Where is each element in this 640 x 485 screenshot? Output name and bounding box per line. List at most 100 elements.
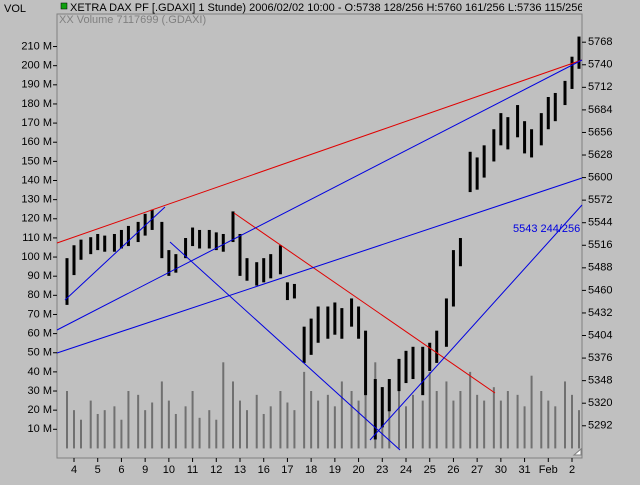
price-bar — [506, 117, 510, 150]
volume-bar — [364, 375, 367, 449]
price-bar — [482, 145, 486, 178]
price-bar — [285, 282, 289, 301]
volume-bar — [333, 406, 336, 449]
x-tick-label: 20 — [352, 464, 364, 476]
y2-tick-label: 20 M — [28, 404, 52, 416]
volume-bar — [412, 394, 414, 449]
volume-bar — [137, 394, 140, 449]
y-tick-label: 5404 — [588, 329, 612, 341]
x-tick-label: 2 — [569, 464, 575, 476]
x-tick-label: 17 — [281, 464, 293, 476]
price-bar — [435, 330, 439, 363]
volume-bar — [103, 410, 106, 449]
y2-tick-label: 30 M — [28, 385, 52, 397]
volume-bar — [127, 391, 130, 449]
price-bar — [516, 105, 520, 138]
volume-bar — [388, 400, 391, 449]
price-bar — [333, 302, 337, 335]
volume-bar — [326, 394, 329, 449]
volume-bar — [167, 400, 170, 449]
volume-bar — [499, 400, 502, 449]
price-bar — [577, 36, 581, 69]
price-bar — [364, 330, 368, 396]
volume-bar — [421, 400, 424, 449]
volume-bar — [452, 400, 455, 449]
price-bar — [103, 235, 107, 252]
price-bar — [221, 233, 225, 252]
volume-bar — [239, 400, 241, 449]
price-bar — [302, 326, 306, 363]
price-bar — [214, 232, 218, 251]
volume-bar — [160, 381, 163, 449]
plot-area — [56, 13, 583, 459]
y2-tick-label: 140 M — [21, 174, 52, 186]
price-bar — [451, 250, 455, 307]
volume-bar — [286, 402, 289, 449]
price-bar — [350, 298, 354, 327]
y-tick-label: 5488 — [588, 262, 612, 274]
y-tick-label: 5600 — [588, 171, 612, 183]
price-bar — [89, 237, 93, 255]
volume-bar — [506, 391, 509, 449]
volume-bar — [476, 394, 479, 449]
volume-bar — [523, 406, 526, 449]
volume-bar — [255, 394, 258, 449]
x-tick-label: 9 — [142, 464, 148, 476]
price-bar — [357, 306, 361, 339]
volume-bar — [191, 391, 194, 449]
y2-tick-label: 150 M — [21, 155, 52, 167]
price-bar — [326, 306, 330, 339]
trendline — [64, 206, 166, 301]
x-tick-label: 19 — [329, 464, 341, 476]
price-bar — [553, 92, 557, 122]
y2-tick-label: 210 M — [21, 40, 52, 52]
x-tick-label: 23 — [376, 464, 388, 476]
price-bar — [278, 245, 282, 275]
volume-bar — [279, 391, 282, 449]
price-bar — [539, 113, 543, 146]
y-tick-label: 5544 — [588, 217, 612, 229]
volume-bar — [120, 419, 123, 449]
price-bar — [492, 129, 496, 162]
y-tick-label: 5656 — [588, 126, 612, 138]
y-tick-label: 5684 — [588, 104, 612, 116]
chart-subtitle: XX Volume 7117699 (.GDAXI) — [59, 14, 206, 26]
y2-tick-label: 40 M — [28, 366, 52, 378]
price-bar — [468, 151, 472, 193]
price-bar — [530, 129, 534, 158]
x-tick-label: 16 — [258, 464, 270, 476]
price-bar — [191, 227, 195, 247]
volume-bar — [530, 375, 533, 449]
volume-bar — [445, 381, 448, 449]
y-tick-label: 5292 — [588, 420, 612, 432]
x-tick-label: 11 — [187, 464, 198, 476]
corner-marker — [572, 447, 582, 456]
volume-bar — [151, 402, 154, 449]
x-tick-label: 27 — [471, 464, 483, 476]
price-bar — [112, 233, 116, 252]
volume-bar — [232, 381, 234, 449]
price-bar — [421, 346, 425, 396]
volume-bar — [310, 391, 313, 449]
price-bar — [150, 209, 154, 230]
price-bar — [167, 250, 171, 276]
trendline — [233, 212, 496, 394]
volume-bar — [469, 371, 472, 449]
price-bar — [238, 233, 242, 276]
y2-tick-label: 60 M — [28, 328, 52, 340]
volume-bar — [428, 371, 431, 449]
price-bar — [184, 238, 188, 259]
volume-bar — [222, 362, 225, 449]
volume-bar — [269, 406, 272, 449]
volume-bar — [303, 371, 306, 449]
price-bar — [458, 238, 462, 267]
y-tick-label: 5320 — [588, 397, 612, 409]
volume-bar — [293, 410, 296, 449]
volume-bar — [198, 417, 201, 449]
price-bar — [96, 233, 100, 251]
y2-tick-label: 50 M — [28, 347, 52, 359]
price-bar — [563, 80, 567, 106]
volume-bar — [144, 410, 147, 449]
x-tick-label: 26 — [447, 464, 459, 476]
